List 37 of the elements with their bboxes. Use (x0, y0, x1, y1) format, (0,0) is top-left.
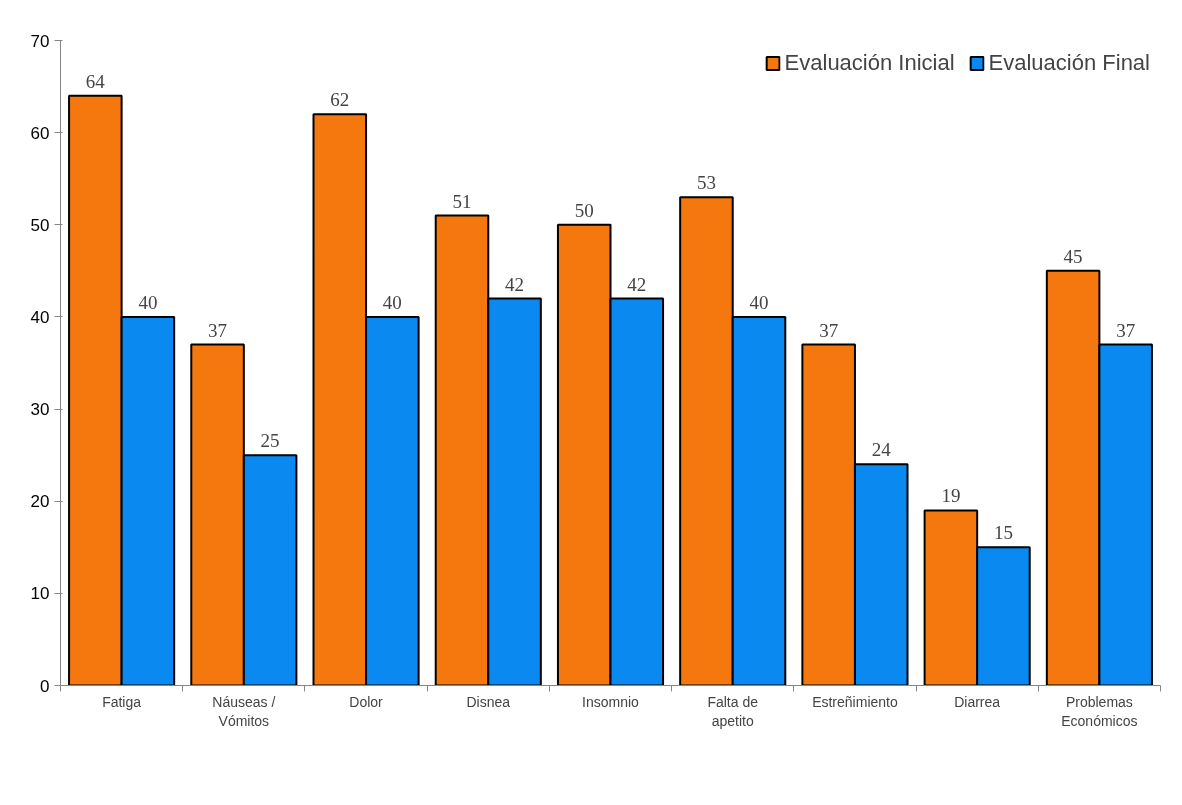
y-tick-label: 40 (30, 307, 50, 327)
data-label: 51 (452, 190, 472, 212)
data-label: 42 (505, 273, 525, 295)
data-label: 45 (1063, 245, 1083, 267)
y-tick-label: 50 (30, 215, 50, 235)
x-tick-label: Dolor (349, 693, 384, 710)
legend-label: Evaluación Inicial (784, 50, 955, 76)
x-tick-label: Insomnio (582, 693, 640, 710)
data-label: 37 (819, 319, 839, 341)
y-tick-label: 60 (30, 123, 50, 143)
x-tick-label: Fatiga (102, 693, 142, 710)
x-tick-label: Falta de apetito (707, 693, 759, 729)
data-label: 15 (993, 522, 1013, 544)
data-label: 42 (627, 273, 647, 295)
y-tick-label: 0 (40, 676, 50, 696)
data-label: 37 (1116, 319, 1136, 341)
data-label: 62 (330, 89, 350, 111)
data-label: 40 (138, 291, 158, 313)
x-tick-label: Estreñimiento (812, 693, 898, 710)
data-label: 64 (85, 70, 106, 92)
x-tick-label: Náuseas / Vómitos (212, 693, 276, 729)
data-label: 40 (749, 291, 769, 313)
data-label: 37 (208, 319, 228, 341)
y-tick-label: 30 (30, 400, 50, 420)
y-tick-label: 10 (30, 584, 50, 604)
data-label: 25 (260, 430, 280, 452)
data-label: 19 (941, 485, 961, 507)
y-tick-label: 20 (30, 492, 50, 512)
data-label: 53 (696, 172, 716, 194)
data-label: 50 (574, 199, 594, 221)
x-tick-label: Problemas Económicos (1061, 693, 1138, 729)
x-tick-label: Diarrea (954, 693, 1001, 710)
x-tick-label: Disnea (466, 693, 511, 710)
legend-label: Evaluación Final (988, 50, 1150, 76)
data-label: 40 (382, 291, 402, 313)
y-tick-label: 70 (30, 31, 50, 51)
data-label: 24 (871, 439, 892, 461)
